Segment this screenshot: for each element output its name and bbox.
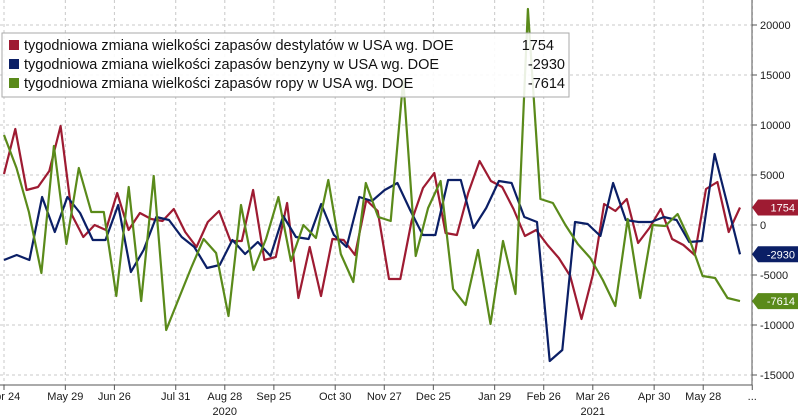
legend-label-distillates: tygodniowa zmiana wielkości zapasów dest… — [24, 38, 454, 54]
x-tick-label: Aug 28 — [207, 391, 242, 403]
x-tick-label: Sep 25 — [256, 391, 291, 403]
legend-value-gasoline: -2930 — [528, 57, 565, 73]
x-tick-label: Jul 31 — [161, 391, 190, 403]
y-tick-label: 10000 — [760, 120, 791, 132]
x-tick-label: Oct 30 — [319, 391, 351, 403]
y-tick-label: 15000 — [760, 70, 791, 82]
legend-swatch-crude — [9, 78, 19, 88]
x-tick-label: Apr 24 — [0, 391, 20, 403]
y-tick-label: 5000 — [760, 170, 784, 182]
legend-swatch-distillates — [9, 40, 19, 50]
legend-value-crude: -7614 — [528, 76, 565, 92]
y-tick-label: -10000 — [760, 320, 794, 332]
badge-distillates — [752, 199, 798, 216]
x-tick-label: May 29 — [47, 391, 83, 403]
legend-label-gasoline: tygodniowa zmiana wielkości zapasów benz… — [24, 57, 439, 73]
legend-box — [1, 32, 570, 98]
gridlines — [0, 0, 753, 385]
x-tick-label: Feb 26 — [527, 391, 561, 403]
badge-distillates-label: 1754 — [771, 202, 795, 214]
x-tick-label: Jan 29 — [478, 391, 511, 403]
y-tick-label: -15000 — [760, 370, 794, 382]
x-axis-ticks: Apr 24 May 29 Jun 26 Jul 31 Aug 28 Sep 25 Oct … — [0, 385, 757, 418]
x-tick-label: Apr 30 — [638, 391, 670, 403]
legend: tygodniowa zmiana wielkości zapasów dest… — [1, 32, 570, 98]
legend-swatch-gasoline — [9, 59, 19, 69]
x-tick-label: Nov 27 — [367, 391, 402, 403]
y-tick-label: 0 — [760, 220, 766, 232]
legend-value-distillates: 1754 — [522, 38, 554, 54]
last-value-badges: 1754 -2930 -7614 — [752, 199, 798, 310]
badge-crude — [752, 293, 798, 310]
series-line-distillates — [2, 124, 741, 321]
y-axis-ticks: -15000 -10000 -5000 0 5000 10000 15000 20000 — [752, 20, 794, 382]
series-lines — [2, 7, 742, 363]
legend-label-crude: tygodniowa zmiana wielkości zapasów ropy… — [24, 76, 414, 92]
x-year-label: 2021 — [581, 406, 605, 418]
x-tick-label: Jun 26 — [98, 391, 131, 403]
x-tick-label: Dec 25 — [416, 391, 451, 403]
x-tick-label: May 28 — [685, 391, 721, 403]
series-line-crude — [2, 7, 741, 332]
badge-gasoline — [752, 246, 798, 263]
badge-crude-label: -7614 — [767, 296, 795, 308]
x-year-label: 2020 — [213, 406, 237, 418]
y-tick-label: 20000 — [760, 20, 791, 32]
x-tick-label: ... — [748, 391, 757, 403]
x-tick-label: Mar 26 — [576, 391, 610, 403]
y-tick-label: -5000 — [760, 270, 788, 282]
badge-gasoline-label: -2930 — [767, 249, 795, 261]
